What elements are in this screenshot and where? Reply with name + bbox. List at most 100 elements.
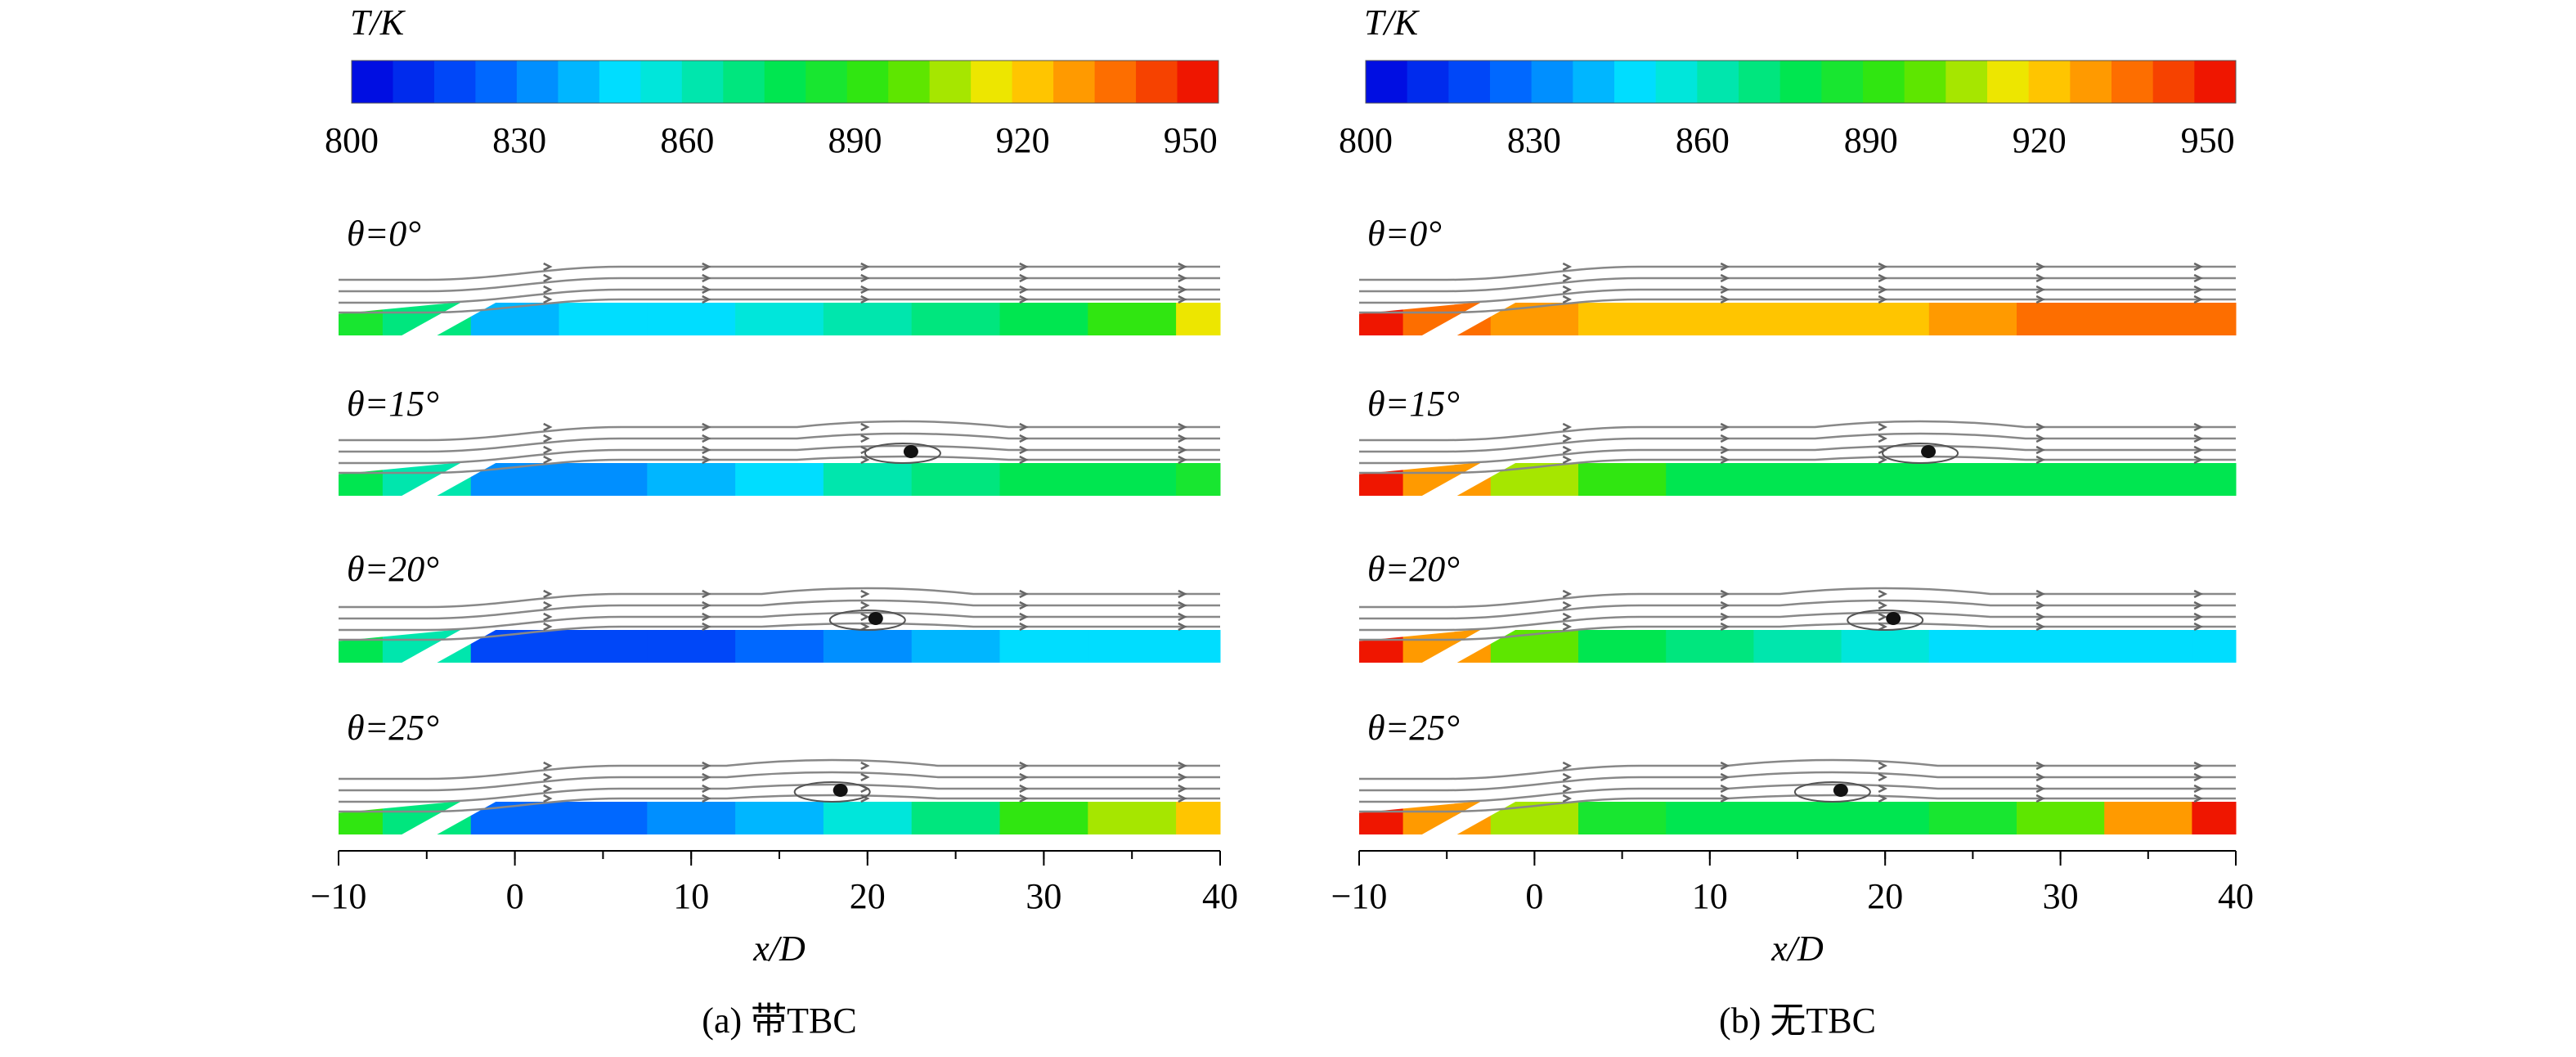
streamline-arrow: [702, 295, 711, 304]
streamline-arrow: [860, 434, 870, 443]
streamline-arrow: [1878, 589, 1887, 599]
streamline-arrow: [1019, 434, 1029, 443]
streamline: [339, 794, 1220, 813]
temperature-cell: [911, 463, 1000, 496]
streamline-arrow: [1562, 445, 1573, 455]
streamline: [339, 420, 1220, 442]
streamline-arrow: [2193, 273, 2203, 283]
temperature-cell: [999, 463, 1088, 496]
streamline-arrow: [1720, 612, 1730, 622]
streamline-arrow: [702, 612, 711, 622]
colorbar-swatch: [764, 61, 806, 103]
temperature-cell: [1176, 463, 1221, 496]
streamline-arrow: [1178, 422, 1187, 432]
colorbar-swatch: [1697, 61, 1739, 103]
streamline-arrow: [1562, 612, 1573, 622]
streamline-arrow: [1720, 772, 1730, 782]
streamline-arrow: [1019, 612, 1029, 622]
temperature-cell: [1578, 463, 1667, 496]
colorbar-swatch: [1366, 61, 1408, 103]
colorbar-swatch: [516, 61, 559, 103]
streamline-arrow: [1178, 761, 1187, 771]
panel-label: θ=25°: [347, 708, 439, 748]
streamline: [1359, 599, 2236, 620]
streamline-arrow: [1720, 589, 1730, 599]
colorbar-tick-label: 830: [1507, 120, 1561, 160]
x-tick-label: 20: [1867, 876, 1903, 916]
streamline-arrow: [860, 612, 870, 622]
panel-label: θ=20°: [347, 549, 439, 589]
colorbar-swatch: [1012, 61, 1054, 103]
streamline-arrow: [702, 794, 711, 803]
streamline-arrow: [860, 273, 870, 283]
hole-mask: [1355, 801, 1483, 813]
streamline-arrow: [1562, 262, 1573, 272]
temperature-cell: [1841, 802, 1930, 834]
hole-mask: [334, 462, 462, 475]
streamline-arrow: [860, 794, 870, 803]
colorbar-swatch: [1779, 61, 1822, 103]
temperature-cell: [735, 303, 824, 335]
temperature-cell: [647, 463, 736, 496]
streamline-arrow: [1019, 772, 1029, 782]
streamline-arrow: [1720, 784, 1730, 794]
colorbar-tick-label: 950: [1164, 120, 1218, 160]
streamline-arrow: [1562, 434, 1573, 443]
temperature-cell: [559, 303, 648, 335]
streamline-arrow: [1562, 772, 1573, 782]
streamline-arrow: [2035, 612, 2045, 622]
colorbar-swatch: [1739, 61, 1781, 103]
streamline-arrow: [702, 761, 711, 771]
colorbar-swatch: [1448, 61, 1491, 103]
temperature-cell: [2017, 463, 2105, 496]
streamline-arrow: [1878, 422, 1887, 432]
streamline-arrow: [1562, 295, 1573, 304]
streamline-arrow: [702, 455, 711, 465]
hole-mask: [334, 801, 462, 813]
temperature-cell: [2192, 630, 2237, 663]
vortex: [864, 443, 941, 464]
temperature-cell: [823, 630, 913, 663]
temperature-cell: [2017, 802, 2105, 834]
vortex-core: [868, 612, 883, 625]
temperature-cell: [1088, 630, 1177, 663]
streamline-arrow: [543, 600, 553, 610]
streamline-arrow: [1019, 422, 1029, 432]
streamline: [1359, 444, 2236, 465]
streamline: [339, 277, 1220, 293]
x-tick-label: 40: [1202, 876, 1238, 916]
streamline-arrow: [2035, 434, 2045, 443]
temperature-cell: [1088, 463, 1177, 496]
streamline-arrow: [1019, 622, 1029, 632]
temperature-cell: [735, 463, 824, 496]
hole-mask: [334, 302, 462, 314]
streamline: [1359, 432, 2236, 453]
temperature-cell: [999, 630, 1088, 663]
streamline: [339, 432, 1220, 453]
streamline-arrow: [1878, 273, 1887, 283]
colorbar-frame: [351, 60, 1219, 104]
x-tick-label: 0: [1525, 876, 1543, 916]
temperature-cell: [1088, 802, 1177, 834]
temperature-cell: [911, 802, 1000, 834]
temperature-cell: [735, 802, 824, 834]
streamlines: [339, 587, 1220, 641]
colorbar-tick-label: 950: [2181, 120, 2235, 160]
streamline-arrow: [1720, 622, 1730, 632]
streamline-arrow: [1878, 262, 1887, 272]
streamline: [1359, 758, 2236, 780]
colorbar-tick-label: 800: [1339, 120, 1393, 160]
colorbar-tick-label: 890: [828, 120, 882, 160]
streamline-arrow: [2035, 589, 2045, 599]
streamline-arrow: [2193, 445, 2203, 455]
streamline-arrow: [702, 285, 711, 295]
temperature-cell: [1841, 630, 1930, 663]
temperature-cell: [1578, 630, 1667, 663]
colorbar-swatch: [1531, 61, 1573, 103]
streamline-arrow: [1878, 784, 1887, 794]
streamline: [339, 611, 1220, 632]
streamline-arrow: [702, 772, 711, 782]
colorbar-swatch: [1614, 61, 1657, 103]
streamline-arrow: [1019, 794, 1029, 803]
